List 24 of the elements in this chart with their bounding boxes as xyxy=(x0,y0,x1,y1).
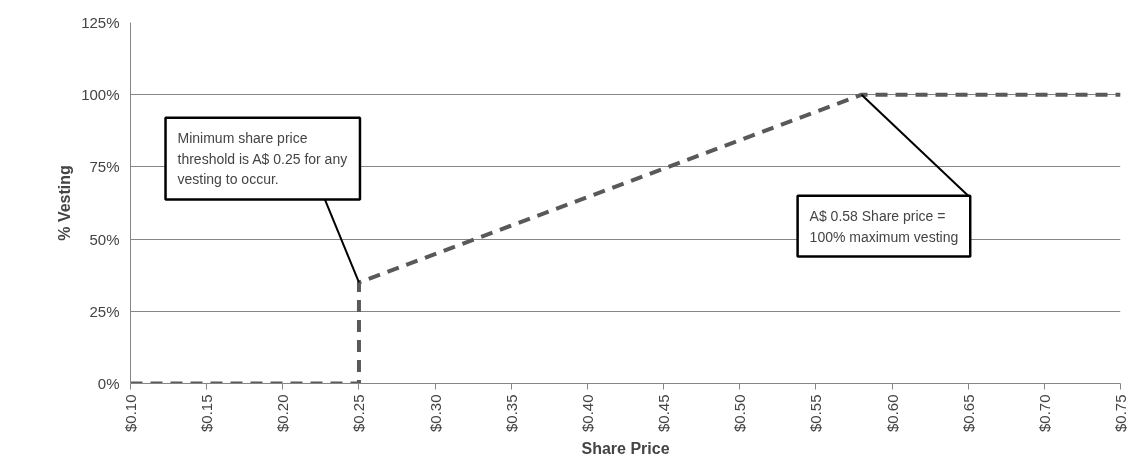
x-tick-label: $0.40 xyxy=(578,394,596,433)
x-tick-label: $0.25 xyxy=(350,394,368,433)
x-tick-label: $0.20 xyxy=(274,394,292,433)
x-tick-label: $0.10 xyxy=(122,394,139,433)
y-tick-label: 0% xyxy=(97,375,120,392)
y-tick-label: 125% xyxy=(81,14,120,31)
y-tick-label: 25% xyxy=(89,302,120,320)
x-tick-label: $0.30 xyxy=(426,394,444,433)
annotation: Minimum share price threshold is A$ 0.25 for any vesting to occur. xyxy=(177,129,348,188)
x-tick-label: $0.50 xyxy=(731,394,749,433)
x-axis-title: Share Price xyxy=(581,440,670,458)
x-tick-label: $0.60 xyxy=(883,394,901,433)
x-tick-label: $0.70 xyxy=(1035,394,1053,433)
y-tick-label: 75% xyxy=(89,158,120,176)
y-tick-label: 50% xyxy=(89,230,120,248)
y-tick-label: 100% xyxy=(81,86,120,104)
y-axis-title: % Vesting xyxy=(56,165,74,241)
x-tick-label: $0.15 xyxy=(198,394,216,433)
x-tick-label: $0.45 xyxy=(655,394,673,433)
x-tick-label: $0.75 xyxy=(1112,394,1129,433)
x-tick-label: $0.35 xyxy=(502,394,520,433)
annotation: A$ 0.58 Share price = 100% maximum vesting xyxy=(809,207,959,245)
x-tick-label: $0.65 xyxy=(959,394,977,433)
x-tick-label: $0.55 xyxy=(807,394,825,433)
